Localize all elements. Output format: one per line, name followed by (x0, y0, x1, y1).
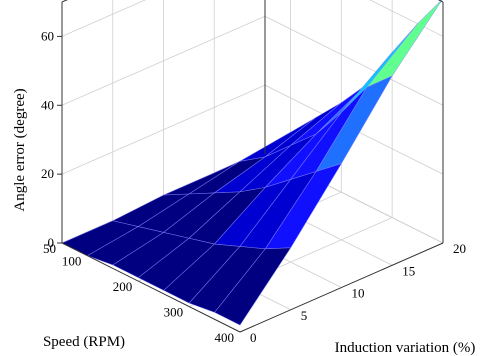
surface-patch (214, 247, 292, 326)
y-tick-label: 5 (301, 308, 308, 323)
x-tick-label: 100 (62, 254, 82, 269)
surface-mesh (61, 0, 443, 326)
y-tick-label: 10 (352, 286, 365, 301)
grid-line (61, 0, 147, 37)
y-tick-label: 0 (250, 330, 257, 345)
grid-line (369, 0, 444, 37)
y-axis-line (239, 242, 444, 333)
z-tick-label: 60 (41, 28, 54, 43)
z-tick-label: 40 (41, 97, 54, 112)
y-tick-label: 15 (402, 263, 415, 278)
x-axis-label: Speed (RPM) (43, 334, 125, 350)
x-tick-label: 200 (113, 279, 133, 294)
surface-patch (366, 0, 443, 88)
x-axis-line (61, 242, 241, 333)
z-axis-label: Angle error (degree) (12, 88, 28, 211)
x-tick-label: 50 (43, 241, 56, 256)
y-axis-label: Induction variation (%) (335, 340, 476, 356)
x-tick-label: 300 (164, 305, 184, 320)
z-tick-label: 0 (48, 235, 55, 250)
grid-line (264, 15, 444, 106)
z-tick-label: 20 (41, 166, 54, 181)
x-tick-label: 400 (215, 330, 235, 345)
axis-lines (61, 0, 444, 333)
surface-patch (341, 23, 418, 113)
tick-labels: 0 20 40 60 50 100 200 300 400 0 5 10 15 20 (41, 28, 466, 345)
y-tick-label: 20 (453, 241, 466, 256)
box-edge (437, 0, 444, 3)
